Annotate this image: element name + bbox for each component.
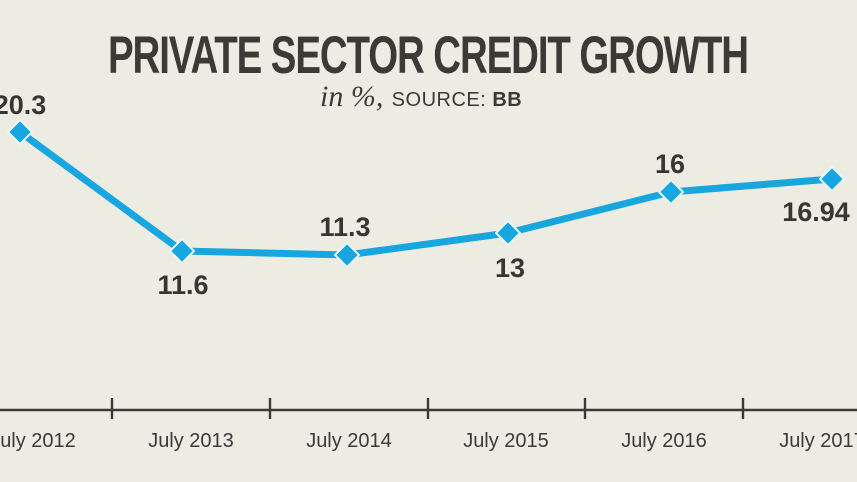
svg-text:13: 13 bbox=[495, 253, 525, 283]
svg-text:16: 16 bbox=[655, 149, 685, 179]
svg-text:July 2013: July 2013 bbox=[148, 430, 234, 452]
svg-text:16.94: 16.94 bbox=[782, 197, 850, 227]
svg-text:July 2017: July 2017 bbox=[779, 430, 857, 452]
svg-text:20.3: 20.3 bbox=[0, 90, 46, 120]
svg-text:11.6: 11.6 bbox=[157, 270, 208, 300]
svg-text:July 2014: July 2014 bbox=[306, 430, 392, 452]
svg-text:July 2012: July 2012 bbox=[0, 430, 76, 452]
svg-text:July 2015: July 2015 bbox=[463, 430, 549, 452]
svg-text:July 2016: July 2016 bbox=[621, 430, 707, 452]
svg-text:11.3: 11.3 bbox=[319, 212, 370, 242]
